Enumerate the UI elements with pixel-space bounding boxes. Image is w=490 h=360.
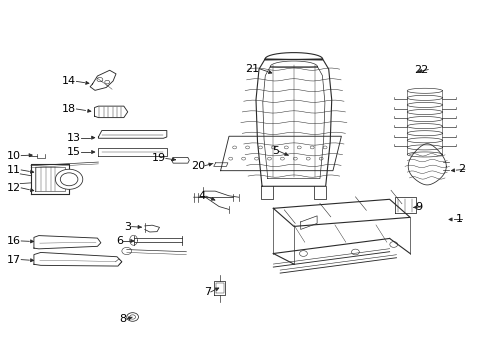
Polygon shape — [98, 131, 167, 138]
Circle shape — [55, 169, 83, 189]
Text: 2: 2 — [458, 164, 465, 174]
Text: 20: 20 — [191, 161, 205, 171]
Text: 13: 13 — [67, 133, 81, 143]
Text: 9: 9 — [415, 202, 422, 212]
Text: 5: 5 — [272, 146, 279, 156]
Polygon shape — [95, 106, 128, 118]
Text: 10: 10 — [7, 150, 21, 161]
Text: 11: 11 — [7, 165, 21, 175]
Text: 14: 14 — [62, 76, 76, 86]
Text: 3: 3 — [124, 222, 132, 231]
Text: 21: 21 — [245, 64, 260, 74]
Polygon shape — [172, 157, 189, 163]
Polygon shape — [34, 235, 101, 249]
Text: 1: 1 — [455, 215, 463, 224]
Text: 6: 6 — [116, 236, 123, 246]
Text: 8: 8 — [120, 314, 127, 324]
Text: 4: 4 — [199, 191, 206, 201]
Text: 17: 17 — [7, 255, 21, 265]
Text: 16: 16 — [7, 236, 21, 246]
Text: 18: 18 — [62, 104, 76, 114]
Text: 15: 15 — [67, 147, 81, 157]
Text: 22: 22 — [414, 64, 428, 75]
Polygon shape — [90, 70, 116, 90]
Text: 19: 19 — [152, 153, 166, 163]
Polygon shape — [34, 252, 122, 266]
Text: 7: 7 — [204, 287, 211, 297]
Text: 12: 12 — [7, 183, 21, 193]
Circle shape — [60, 173, 78, 186]
